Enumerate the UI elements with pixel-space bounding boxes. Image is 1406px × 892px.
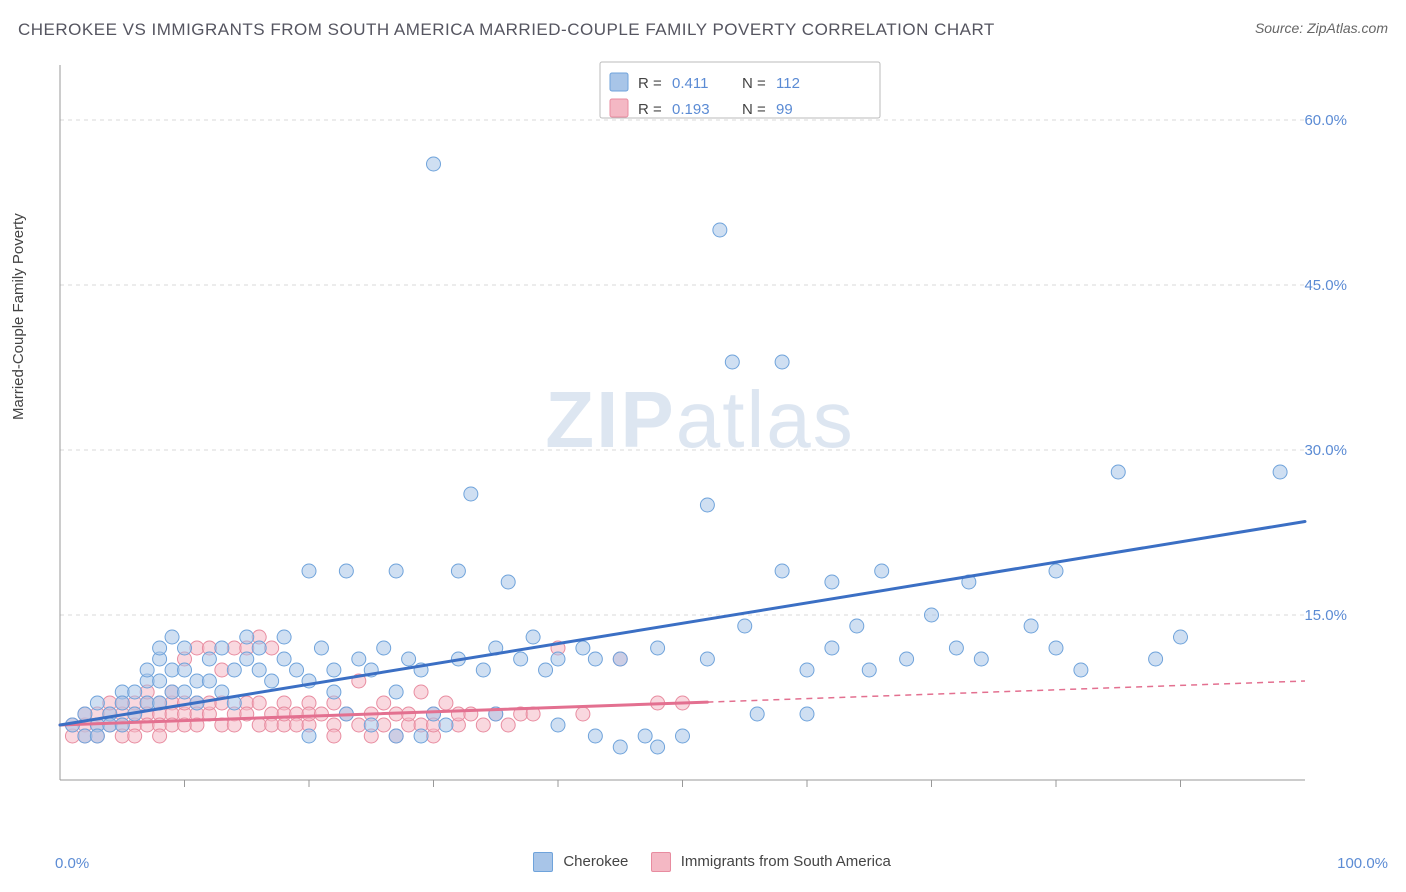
svg-text:30.0%: 30.0% xyxy=(1304,442,1347,459)
source-name: ZipAtlas.com xyxy=(1307,20,1388,36)
scatter-plot: ZIPatlas 15.0%30.0%45.0%60.0%R =0.411N =… xyxy=(50,60,1350,810)
legend-swatch-immigrants-sa xyxy=(651,852,671,872)
svg-text:R =: R = xyxy=(638,75,662,92)
svg-text:0.193: 0.193 xyxy=(672,101,710,118)
svg-text:0.411: 0.411 xyxy=(672,75,708,92)
series-legend: Cherokee Immigrants from South America xyxy=(0,852,1406,872)
svg-text:15.0%: 15.0% xyxy=(1304,607,1347,624)
chart-title: CHEROKEE VS IMMIGRANTS FROM SOUTH AMERIC… xyxy=(18,20,995,40)
svg-text:N =: N = xyxy=(742,101,766,118)
svg-text:60.0%: 60.0% xyxy=(1304,112,1347,129)
legend-swatch-cherokee xyxy=(533,852,553,872)
y-axis-label: Married-Couple Family Poverty xyxy=(10,213,27,420)
svg-text:R =: R = xyxy=(638,101,662,118)
source-attribution: Source: ZipAtlas.com xyxy=(1255,20,1388,36)
source-label: Source: xyxy=(1255,20,1303,36)
svg-text:N =: N = xyxy=(742,75,766,92)
svg-text:99: 99 xyxy=(776,101,793,118)
chart-svg: 15.0% 30.0% 45.0% 60.0% R = 0.411 N = 112 R = 0.1… xyxy=(50,60,1350,810)
legend-label-immigrants-sa: Immigrants from South America xyxy=(681,853,891,870)
legend-label-cherokee: Cherokee xyxy=(563,853,628,870)
svg-text:112: 112 xyxy=(776,75,800,92)
svg-text:45.0%: 45.0% xyxy=(1304,277,1347,294)
